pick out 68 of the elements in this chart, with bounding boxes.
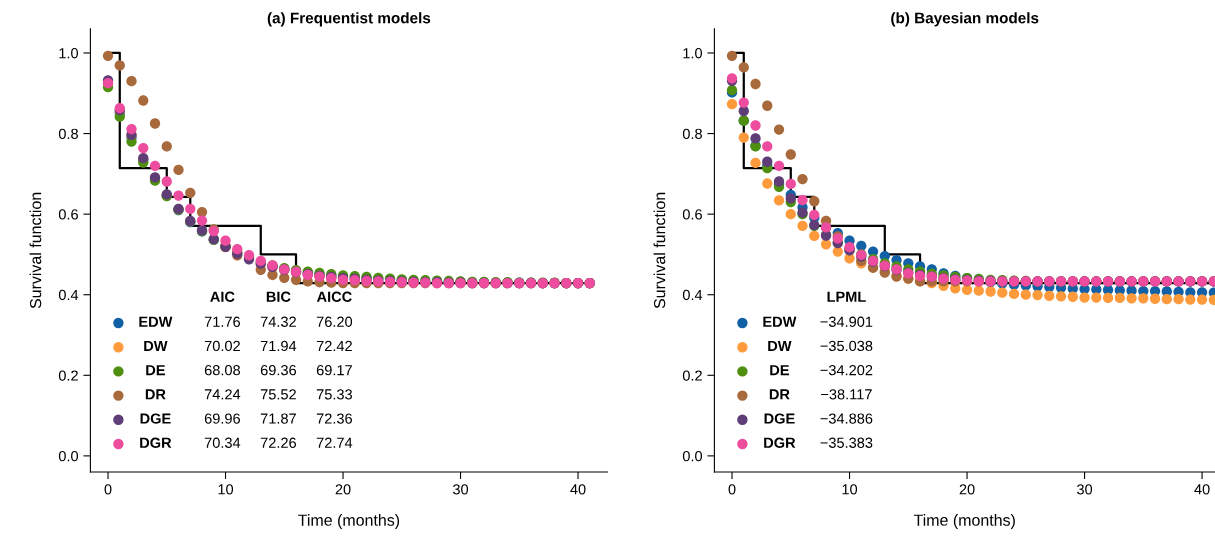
annotation: 71.87 xyxy=(260,413,296,424)
annotation: 74.24 xyxy=(204,389,241,400)
annotation: 69.96 xyxy=(204,413,241,424)
y-tick-label: 1.0 xyxy=(683,48,703,59)
x-axis-title: Time (months) xyxy=(298,514,400,529)
annotation: 69.36 xyxy=(260,364,297,376)
annotation: 74.32 xyxy=(260,316,296,327)
legend-label: DGR xyxy=(140,437,172,448)
annotation: 71.94 xyxy=(260,340,297,352)
legend-label: DGE xyxy=(764,413,795,424)
y-tick-label: 0.8 xyxy=(682,128,702,139)
annotation: 75.33 xyxy=(316,389,353,400)
y-axis-title: Survival function xyxy=(653,192,666,309)
chart-title: (a) Frequentist models xyxy=(267,12,431,27)
annotation: 68.08 xyxy=(204,364,241,376)
annotation: AIC xyxy=(210,291,235,302)
x-axis-title: Time (months) xyxy=(913,514,1015,529)
annotation: BIC xyxy=(266,291,291,302)
x-tick-label: 10 xyxy=(218,484,234,495)
y-tick-label: 1.0 xyxy=(59,48,79,59)
annotation: 72.74 xyxy=(316,437,353,448)
annotation: 71.76 xyxy=(204,316,241,327)
y-tick-label: 0.6 xyxy=(58,209,78,220)
annotation: 75.52 xyxy=(260,389,296,400)
y-tick-label: 0.6 xyxy=(682,209,702,220)
y-tick-label: 0.4 xyxy=(682,289,703,301)
y-tick-label: 0.0 xyxy=(58,450,79,462)
annotation: −35.383 xyxy=(820,437,873,448)
legend-label: EDW xyxy=(139,316,173,327)
x-tick-label: 20 xyxy=(959,484,975,495)
x-tick-label: 30 xyxy=(1077,484,1093,495)
legend-label: DGR xyxy=(764,437,796,448)
annotation: 72.26 xyxy=(260,437,297,448)
legend-label: DGE xyxy=(140,413,171,424)
y-tick-label: 0.4 xyxy=(58,289,79,301)
annotation: 76.20 xyxy=(316,316,353,327)
annotation: −34.886 xyxy=(820,413,873,424)
x-tick-label: 30 xyxy=(452,484,469,495)
annotation: −34.202 xyxy=(820,364,873,376)
annotation: 72.36 xyxy=(316,413,353,424)
annotation: 70.02 xyxy=(204,340,240,352)
y-tick-label: 0.2 xyxy=(682,370,702,381)
x-tick-label: 0 xyxy=(104,484,112,495)
y-tick-label: 0.0 xyxy=(682,450,703,462)
chart-title: (b) Bayesian models xyxy=(891,12,1039,27)
y-axis-title: Survival function xyxy=(29,192,42,309)
legend-label: DW xyxy=(144,340,168,351)
annotation: −35.038 xyxy=(820,340,873,352)
x-tick-label: 40 xyxy=(570,484,586,495)
legend-label: DE xyxy=(770,365,789,376)
annotation: 70.34 xyxy=(204,437,241,448)
annotation: −38.117 xyxy=(821,389,872,400)
x-tick-label: 10 xyxy=(842,484,858,495)
annotation: 72.42 xyxy=(316,340,352,351)
x-tick-label: 40 xyxy=(1194,484,1210,495)
x-tick-label: 0 xyxy=(728,484,736,495)
y-tick-label: 0.2 xyxy=(58,370,78,381)
y-tick-label: 0.8 xyxy=(58,128,78,139)
x-tick-label: 20 xyxy=(335,484,351,495)
legend-label: EDW xyxy=(763,316,797,327)
legend-label: DR xyxy=(145,389,166,400)
legend-label: DW xyxy=(768,340,792,351)
annotation: LPML xyxy=(827,291,866,302)
legend-label: DR xyxy=(769,389,790,400)
annotation: −34.901 xyxy=(820,316,873,327)
legend-label: DE xyxy=(146,365,165,376)
annotation: AICC xyxy=(316,291,352,302)
annotation: 69.17 xyxy=(316,364,352,376)
